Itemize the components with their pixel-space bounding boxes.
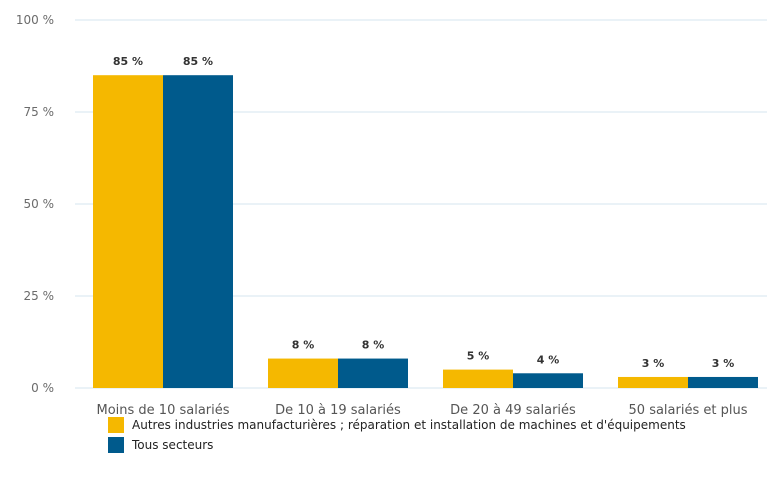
- data-label: 8 %: [292, 339, 315, 352]
- x-tick-label: Moins de 10 salariés: [96, 403, 229, 418]
- data-label: 85 %: [183, 55, 213, 68]
- y-tick-label: 0 %: [31, 381, 54, 395]
- legend: Autres industries manufacturières ; répa…: [108, 416, 686, 456]
- data-labels: 85 % 85 % 8 % 8 % 5 % 4 % 3 % 3 %: [113, 55, 734, 370]
- bar: [93, 75, 163, 388]
- data-label: 85 %: [113, 55, 143, 68]
- data-label: 3 %: [642, 357, 665, 370]
- x-tick-label: De 10 à 19 salariés: [275, 403, 401, 418]
- x-tick-label: De 20 à 49 salariés: [450, 403, 576, 418]
- y-tick-label: 25 %: [24, 289, 55, 303]
- data-label: 8 %: [362, 339, 385, 352]
- bar: [513, 373, 583, 388]
- legend-swatch: [108, 417, 124, 433]
- y-tick-label: 75 %: [24, 105, 55, 119]
- data-label: 3 %: [712, 357, 735, 370]
- bar-chart: 0 % 25 % 50 % 75 % 100 % 85 % 85 % 8 % 8 % 5 % 4 …: [16, 13, 767, 418]
- x-axis-ticks: Moins de 10 salariés De 10 à 19 salariés D…: [96, 403, 747, 418]
- legend-swatch: [108, 437, 124, 453]
- y-axis-ticks: 0 % 25 % 50 % 75 % 100 %: [16, 13, 54, 395]
- legend-label: Autres industries manufacturières ; répa…: [132, 418, 686, 432]
- legend-label: Tous secteurs: [132, 438, 214, 452]
- data-label: 5 %: [467, 350, 490, 363]
- bar: [688, 376, 758, 388]
- bar: [268, 358, 338, 388]
- data-label: 4 %: [537, 353, 560, 366]
- bar: [163, 75, 233, 388]
- bar: [338, 358, 408, 388]
- x-tick-label: 50 salariés et plus: [629, 403, 748, 418]
- bar: [443, 369, 513, 388]
- legend-item-series-1[interactable]: Autres industries manufacturières ; répa…: [108, 416, 686, 434]
- bars: [93, 75, 758, 388]
- legend-item-series-2[interactable]: Tous secteurs: [108, 436, 686, 454]
- bar: [618, 376, 688, 388]
- y-tick-label: 100 %: [16, 13, 54, 27]
- y-tick-label: 50 %: [24, 197, 55, 211]
